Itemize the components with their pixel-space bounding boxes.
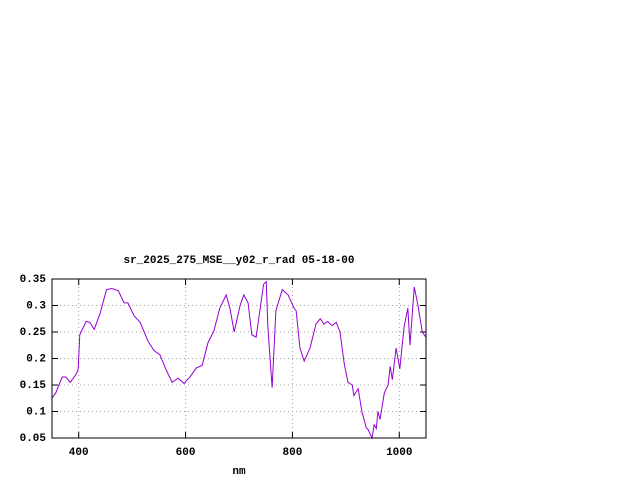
chart-title: sr_2025_275_MSE__y02_r_rad 05-18-00: [123, 255, 354, 267]
x-tick-label: 600: [176, 447, 196, 459]
y-tick-label: 0.25: [20, 327, 47, 339]
y-tick-label: 0.15: [20, 380, 47, 392]
y-tick-label: 0.1: [26, 406, 46, 418]
y-tick-label: 0.3: [26, 300, 46, 312]
y-tick-label: 0.05: [20, 433, 47, 445]
y-tick-label: 0.2: [26, 353, 46, 365]
x-tick-label: 1000: [386, 447, 412, 459]
data-line: [51, 280, 427, 440]
x-axis-label: nm: [232, 466, 246, 478]
x-tick-label: 800: [283, 447, 303, 459]
plot-border: [51, 278, 427, 439]
y-tick-label: 0.35: [20, 274, 47, 286]
x-tick-label: 400: [69, 447, 89, 459]
